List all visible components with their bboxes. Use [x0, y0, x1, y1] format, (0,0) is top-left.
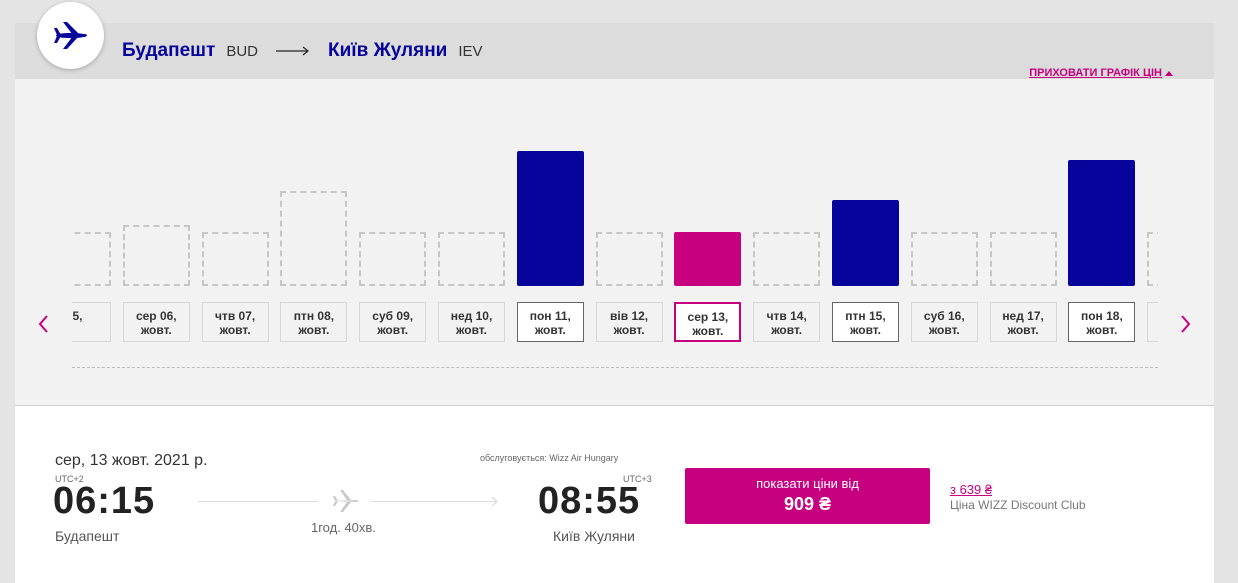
- price-bar-empty[interactable]: [753, 232, 821, 286]
- date-tab[interactable]: вів 12, жовт.: [595, 302, 663, 342]
- date-tab-month: жовт.: [613, 323, 645, 337]
- date-tab-month: жовт.: [692, 324, 724, 338]
- price-bar-empty[interactable]: [280, 191, 348, 286]
- price-bar-empty[interactable]: [201, 232, 269, 286]
- route-header: [15, 23, 1214, 79]
- date-tab-month: жовт.: [534, 323, 566, 337]
- date-tab-day: пон 18,: [1080, 309, 1123, 323]
- date-tab[interactable]: нед 10, жовт.: [438, 302, 505, 342]
- price-bar-empty[interactable]: [1147, 232, 1158, 286]
- club-price-link[interactable]: з 639 ₴: [950, 482, 993, 497]
- date-tab-month: жо: [1148, 323, 1158, 337]
- price-bar[interactable]: [516, 151, 584, 286]
- route-summary: Будапешт BUD Київ Жуляни IEV: [122, 40, 483, 62]
- chevron-right-icon: [491, 496, 498, 507]
- caret-up-icon: [1165, 70, 1173, 76]
- arrow-right-icon: [275, 46, 309, 56]
- arrival-timezone: UTC+3: [623, 474, 652, 484]
- price-bar-empty[interactable]: [989, 232, 1057, 286]
- date-tab[interactable]: сер 13, жовт.: [674, 302, 742, 342]
- date-tab-month: жовт.: [1086, 323, 1118, 337]
- show-prices-label: показати ціни від: [756, 476, 859, 491]
- flight-date: сер, 13 жовт. 2021 р.: [55, 452, 208, 469]
- club-price-label: Ціна WIZZ Discount Club: [950, 498, 1086, 512]
- route-line-right: [371, 501, 497, 502]
- price-bar-selected[interactable]: [674, 232, 742, 286]
- date-tab[interactable]: нед 17, жовт.: [989, 302, 1057, 342]
- date-tab-day: нед 10,: [450, 309, 493, 323]
- price-bar-empty[interactable]: [438, 232, 505, 286]
- date-tab-day: птн 08,: [293, 309, 335, 323]
- destination-city: Київ Жуляни: [327, 40, 448, 61]
- departure-city: Будапешт: [55, 528, 120, 544]
- price-bar[interactable]: [1068, 160, 1136, 286]
- date-tab[interactable]: пон 11, жовт.: [516, 302, 584, 342]
- date-tab-day: чтв 07,: [214, 309, 256, 323]
- origin-city: Будапешт: [122, 40, 216, 61]
- section-divider: [15, 405, 1214, 406]
- date-tab[interactable]: 5,: [72, 302, 111, 342]
- date-tab[interactable]: суб 16, жовт.: [910, 302, 978, 342]
- airplane-icon: [333, 490, 359, 512]
- date-tab-month: жовт.: [140, 323, 172, 337]
- date-tab-month: жовт.: [850, 323, 881, 337]
- date-tab[interactable]: чтв 14, жовт.: [753, 302, 821, 342]
- date-tab-day: сер 13,: [687, 310, 729, 324]
- show-prices-value: 909 ₴: [783, 494, 832, 514]
- date-tab-day: суб 16,: [923, 309, 965, 323]
- date-tab-day: птн 15,: [845, 309, 886, 323]
- flight-duration: 1год. 40хв.: [311, 520, 376, 535]
- price-chart: 5, сер 06, жовт. чтв 07, жовт. птн 08, жовт. су…: [72, 100, 1158, 360]
- hide-price-chart-link[interactable]: ПРИХОВАТИ ГРАФІК ЦІН: [1029, 67, 1173, 79]
- arrival-time: 08:55: [538, 480, 641, 522]
- date-tab[interactable]: птн 15, жовт.: [832, 302, 899, 342]
- chevron-right-icon[interactable]: [1179, 313, 1193, 335]
- date-tab-day: нед 17,: [1002, 309, 1044, 323]
- date-tab-day: вів: [1148, 309, 1158, 323]
- date-tab[interactable]: чтв 07, жовт.: [201, 302, 269, 342]
- date-tab-day: вів 12,: [610, 309, 649, 323]
- logo-badge: [37, 2, 104, 69]
- date-tab[interactable]: суб 09, жовт.: [359, 302, 427, 342]
- date-tab[interactable]: сер 06, жовт.: [122, 302, 190, 342]
- price-bar[interactable]: [832, 200, 899, 286]
- date-tab-day: сер 06,: [135, 309, 177, 323]
- price-bar-empty[interactable]: [595, 232, 663, 286]
- date-tab[interactable]: вівжо: [1147, 302, 1158, 342]
- operated-by: обслуговується: Wizz Air Hungary: [480, 453, 619, 463]
- date-tab-day: суб 09,: [372, 309, 414, 323]
- flight-details: сер, 13 жовт. 2021 р. UTC+2 06:15 Будапе…: [15, 406, 1214, 583]
- chevron-left-icon[interactable]: [36, 313, 50, 335]
- price-bar-empty[interactable]: [359, 232, 427, 286]
- date-tab-month: жовт.: [928, 323, 960, 337]
- arrival-city: Київ Жуляни: [553, 528, 635, 544]
- date-tab-day: чтв 14,: [766, 309, 807, 323]
- price-bar-empty[interactable]: [72, 232, 111, 286]
- date-tab-day: пон 11,: [529, 309, 571, 323]
- chart-divider: [72, 367, 1158, 368]
- date-tab-month: жовт.: [456, 323, 487, 337]
- destination-code: IEV: [458, 42, 483, 60]
- date-tab-day: 5,: [72, 309, 83, 323]
- origin-code: BUD: [226, 42, 258, 60]
- date-tab-month: жовт.: [1007, 323, 1039, 337]
- date-tab-month: жовт.: [298, 323, 330, 337]
- date-tab-month: жовт.: [377, 323, 409, 337]
- price-bar-empty[interactable]: [122, 225, 190, 286]
- departure-time: 06:15: [53, 480, 156, 522]
- route-line-left: [198, 501, 318, 502]
- date-tab-month: жовт.: [219, 323, 251, 337]
- airplane-icon: [53, 21, 87, 49]
- price-bar-empty[interactable]: [910, 232, 978, 286]
- date-tab-month: жовт.: [771, 323, 803, 337]
- show-prices-button[interactable]: показати ціни від 909 ₴: [685, 468, 930, 524]
- date-tab[interactable]: птн 08, жовт.: [280, 302, 348, 342]
- departure-timezone: UTC+2: [55, 474, 84, 484]
- date-tab[interactable]: пон 18, жовт.: [1068, 302, 1136, 342]
